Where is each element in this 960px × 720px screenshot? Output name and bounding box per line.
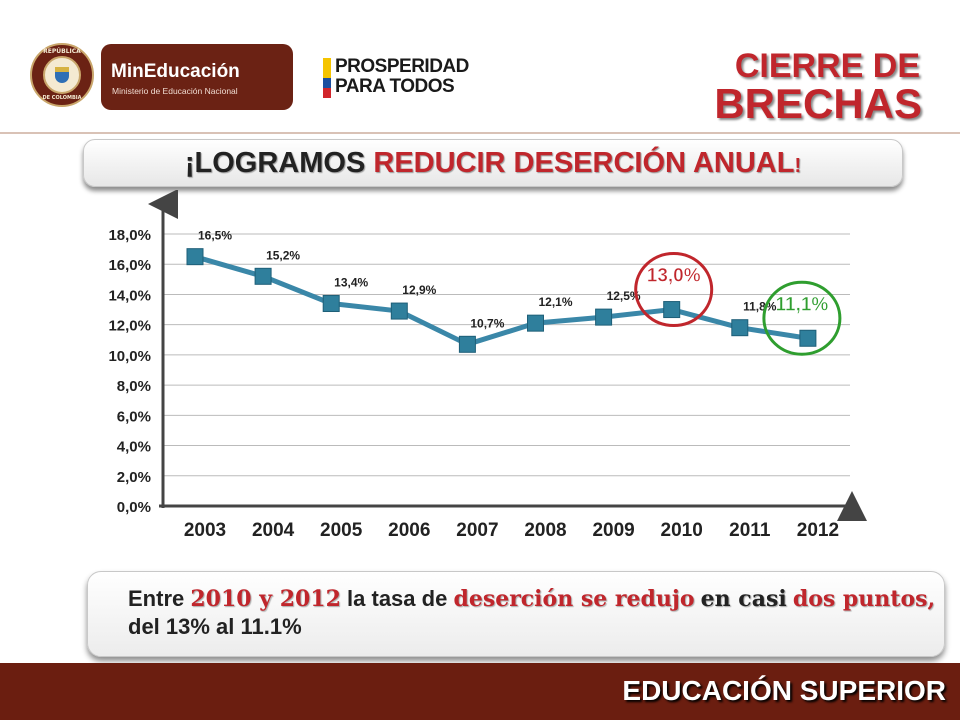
x-tick-label: 2006 xyxy=(388,520,430,541)
y-tick-label: 18,0% xyxy=(108,227,151,244)
x-tick-label: 2011 xyxy=(729,520,771,541)
data-point xyxy=(458,335,476,353)
note-highlight-dropout: deserción se redujo xyxy=(453,586,695,612)
slogan-line-2: PARA TODOS xyxy=(335,76,455,97)
data-point xyxy=(186,248,204,266)
summary-note: Entre 2010 y 2012 la tasa de deserción s… xyxy=(87,571,945,657)
colombia-seal-logo: REPÚBLICA DE COLOMBIA xyxy=(30,43,94,107)
x-tick-label: 2009 xyxy=(592,520,634,541)
data-label: 12,9% xyxy=(402,283,436,297)
data-point xyxy=(731,319,749,337)
header: REPÚBLICA DE COLOMBIA MinEducación Minis… xyxy=(0,0,960,134)
coat-of-arms-icon xyxy=(55,67,69,83)
seal-bottom-text: DE COLOMBIA xyxy=(42,95,82,101)
data-label: 16,5% xyxy=(198,229,232,243)
slogan-line-1: PROSPERIDAD xyxy=(335,56,469,77)
y-tick-label: 4,0% xyxy=(117,439,151,456)
highlight-circle xyxy=(634,252,714,328)
data-label: 11,1% xyxy=(775,294,828,315)
data-point xyxy=(527,314,544,332)
headline-text: ¡LOGRAMOS REDUCIR DESERCIÓN ANUAL! xyxy=(185,147,801,180)
ministry-full-name: Ministerio de Educación Nacional xyxy=(112,86,238,96)
y-tick-label: 8,0% xyxy=(117,378,151,395)
note-highlight-years: 2010 y 2012 xyxy=(190,586,341,612)
headline-banner: ¡LOGRAMOS REDUCIR DESERCIÓN ANUAL! xyxy=(83,139,903,187)
y-tick-label: 2,0% xyxy=(117,469,151,486)
headline-part-3: ! xyxy=(794,155,802,177)
data-point xyxy=(390,302,408,320)
headline-part-1: ¡LOGRAMOS xyxy=(184,147,374,179)
note-highlight-almost: en casi xyxy=(700,586,787,612)
ministry-name: MinEducación xyxy=(111,61,240,82)
y-tick-label: 16,0% xyxy=(108,257,151,274)
dropout-rate-line-chart: 0,0% 2,0% 4,0% 6,0% 8,0% 10,0% 12,0% 14,0% 16,0%… xyxy=(108,190,867,541)
note-text-5: del 13% al 11.1% xyxy=(128,614,302,639)
x-tick-label: 2003 xyxy=(184,520,226,541)
data-label: 12,5% xyxy=(607,289,641,303)
y-tick-label: 6,0% xyxy=(117,408,151,425)
data-point xyxy=(799,329,817,347)
seal-top-text: REPÚBLICA xyxy=(43,48,81,55)
data-label: 15,2% xyxy=(266,248,300,262)
data-label: 13,0% xyxy=(647,266,701,287)
data-label: 10,7% xyxy=(470,316,504,330)
page-title-line-1: CIERRE DE xyxy=(734,47,920,85)
headline-part-2: REDUCIR DESERCIÓN ANUAL xyxy=(373,147,795,179)
highlight-circle xyxy=(762,280,842,356)
y-tick-label: 0,0% xyxy=(117,499,151,516)
header-divider xyxy=(0,132,960,134)
x-tick-label: 2004 xyxy=(252,520,295,541)
data-label: 12,1% xyxy=(538,295,572,309)
mineducacion-logo: MinEducación Ministerio de Educación Nac… xyxy=(101,44,293,110)
data-point xyxy=(322,295,340,313)
x-tick-label: 2012 xyxy=(797,520,839,541)
note-text-1: Entre xyxy=(128,586,191,611)
data-label: 13,4% xyxy=(334,276,368,290)
y-tick-label: 12,0% xyxy=(108,318,151,335)
flag-icon xyxy=(323,58,331,98)
footer-bar: EDUCACIÓN SUPERIOR xyxy=(0,663,960,720)
y-tick-label: 10,0% xyxy=(108,348,151,365)
x-tick-label: 2008 xyxy=(524,520,566,541)
summary-text: Entre 2010 y 2012 la tasa de deserción s… xyxy=(128,585,938,640)
data-label: 11,8% xyxy=(743,300,777,314)
x-tick-label: 2005 xyxy=(320,520,363,541)
page-title-line-2: BRECHAS xyxy=(714,80,922,127)
footer-label: EDUCACIÓN SUPERIOR xyxy=(622,675,946,706)
series-line xyxy=(194,254,809,347)
data-point xyxy=(595,308,613,326)
data-point xyxy=(254,267,272,285)
x-tick-label: 2007 xyxy=(456,520,498,541)
note-text-2: la tasa de xyxy=(340,586,454,611)
x-tick-label: 2010 xyxy=(661,520,703,541)
data-point xyxy=(663,301,681,319)
note-highlight-two-points: dos puntos, xyxy=(792,586,936,612)
seal-emblem xyxy=(43,56,81,94)
y-tick-label: 14,0% xyxy=(108,287,151,304)
